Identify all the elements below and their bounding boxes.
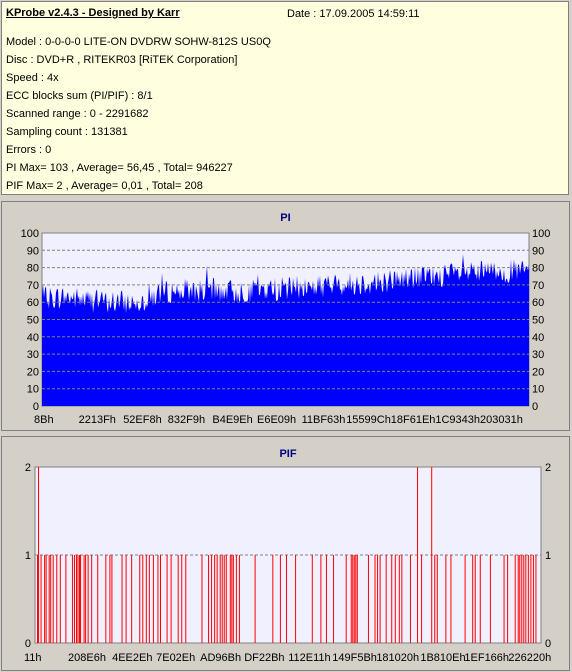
pi-y-tick-right: 30 [532, 349, 544, 361]
app-title: KProbe v2.4.3 - Designed by Karr [6, 7, 180, 19]
pif-x-tick-label: 226220h [508, 652, 551, 664]
pi-y-tick-right: 10 [532, 384, 544, 396]
pi-chart-title: PI [280, 212, 290, 224]
pif-y-tick-left: 2 [25, 462, 31, 474]
pi-y-tick-right: 70 [532, 280, 544, 292]
pif-x-tick-label: 181020h [376, 652, 419, 664]
pif-y-tick-left: 0 [25, 638, 31, 650]
pi-y-tick-right: 50 [532, 315, 544, 327]
scan-date: Date : 17.09.2005 14:59:11 [287, 8, 420, 20]
pi-y-tick-right: 40 [532, 332, 544, 344]
pif-x-tick-label: DF22Bh [244, 652, 284, 664]
pi-y-tick-left: 50 [27, 315, 39, 327]
pi-x-tick-label: 8Bh [34, 414, 54, 426]
pi-y-tick-left: 10 [27, 384, 39, 396]
pif-y-tick-right: 1 [545, 550, 551, 562]
pif-x-tick-label: 7E02Eh [156, 652, 195, 664]
pi-x-tick-label: 11BF63h [302, 414, 346, 426]
pif-x-tick-label: 4EE2Eh [112, 652, 152, 664]
pi-x-tick-label: 203031h [480, 414, 523, 426]
pif-y-tick-right: 0 [545, 638, 551, 650]
pif-x-tick-label: 1B810Eh [420, 652, 465, 664]
pif-y-tick-right: 2 [545, 462, 551, 474]
pif-x-tick-label: AD96Bh [200, 652, 241, 664]
pi-y-tick-left: 40 [27, 332, 39, 344]
pi-y-tick-right: 20 [532, 366, 544, 378]
pif-y-tick-left: 1 [25, 550, 31, 562]
pi-x-tick-label: E6E09h [257, 414, 296, 426]
pi-y-tick-right: 90 [532, 245, 544, 257]
pi-y-tick-right: 60 [532, 297, 544, 309]
pi-x-tick-label: 2213Fh [79, 414, 116, 426]
pi-y-tick-left: 90 [27, 245, 39, 257]
pi-series-area [42, 254, 529, 406]
pif-x-tick-label: 112E11h [288, 652, 330, 664]
pi-chart-panel: PI 0 0 10 10 20 20 30 30 40 40 50 50 60 60 70 70 80 80 90 90… [1, 201, 570, 431]
pi-x-tick-label: 18F61Eh [391, 414, 436, 426]
pi-y-tick-left: 0 [33, 401, 39, 413]
pi-y-tick-left: 30 [27, 349, 39, 361]
pif-chart-title: PIF [279, 448, 296, 460]
range-line: Scanned range : 0 - 2291682 [6, 108, 149, 120]
pif-x-tick-label: 208E6h [68, 652, 106, 664]
ecc-line: ECC blocks sum (PI/PIF) : 8/1 [6, 90, 153, 102]
pi-x-tick-label: 1C9343h [435, 414, 480, 426]
pif-chart-panel: PIF 0 0 1 1 2 2 11h 208E6h 4EE2Eh 7E02Eh AD96Bh DF22… [1, 436, 570, 671]
pi-y-tick-right: 100 [532, 228, 550, 240]
sampling-line: Sampling count : 131381 [6, 126, 128, 138]
disc-line: Disc : DVD+R , RITEKR03 [RiTEK Corporati… [6, 54, 238, 66]
pi-y-tick-left: 80 [27, 263, 39, 275]
pi-y-tick-left: 100 [21, 228, 39, 240]
speed-line: Speed : 4x [6, 72, 59, 84]
pif-chart: PIF 0 0 1 1 2 2 11h 208E6h 4EE2Eh 7E02Eh AD96Bh DF22… [24, 448, 551, 664]
pi-y-tick-left: 20 [27, 366, 39, 378]
pi-y-tick-right: 0 [532, 401, 538, 413]
pi-x-tick-label: B4E9Eh [212, 414, 252, 426]
pi-stats-line: PI Max= 103 , Average= 56,45 , Total= 94… [6, 162, 233, 174]
pif-x-tick-label: 149F5Bh [332, 652, 377, 664]
model-line: Model : 0-0-0-0 LITE-ON DVDRW SOHW-812S … [6, 36, 271, 48]
pi-x-tick-label: 15599Ch [346, 414, 391, 426]
pi-y-tick-right: 80 [532, 263, 544, 275]
errors-line: Errors : 0 [6, 144, 52, 156]
pi-x-tick-label: 832F9h [168, 414, 205, 426]
pi-x-tick-label: 52EF8h [123, 414, 162, 426]
pif-stats-line: PIF Max= 2 , Average= 0,01 , Total= 208 [6, 180, 203, 192]
pi-chart: PI 0 0 10 10 20 20 30 30 40 40 50 50 60 60 70 70 80 80 90 90… [21, 212, 551, 426]
pi-y-tick-left: 70 [27, 280, 39, 292]
pi-y-tick-left: 60 [27, 297, 39, 309]
pif-x-tick-label: 1EF166h [464, 652, 509, 664]
pif-x-tick-label: 11h [24, 652, 42, 664]
info-panel: KProbe v2.4.3 - Designed by Karr Date : … [1, 1, 569, 195]
